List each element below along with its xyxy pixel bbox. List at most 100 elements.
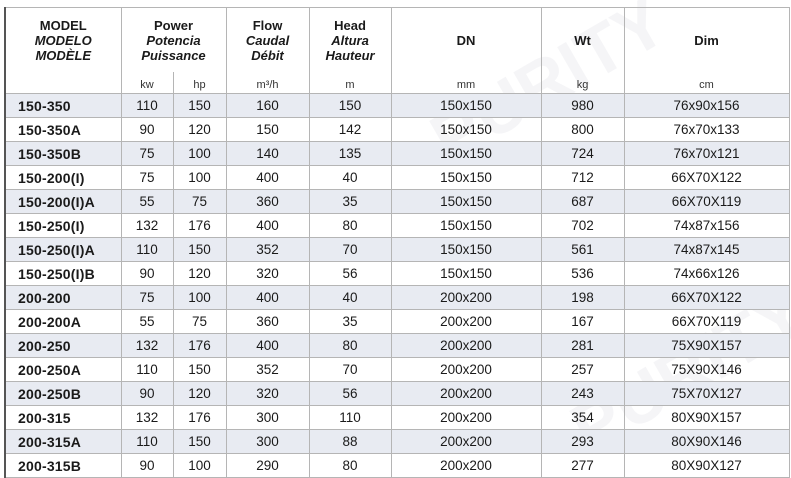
cell-dn: 200x200: [390, 309, 542, 334]
cell-head: 56: [308, 261, 392, 286]
unit-dim: cm: [623, 72, 790, 94]
cell-weight: 257: [540, 357, 625, 382]
cell-dimensions: 74x87x145: [623, 237, 790, 262]
cell-model: 200-250: [4, 333, 122, 358]
cell-head: 142: [308, 117, 392, 142]
cell-dimensions: 76x70x133: [623, 117, 790, 142]
cell-weight: 724: [540, 141, 625, 166]
cell-dn: 200x200: [390, 357, 542, 382]
cell-dimensions: 80X90X146: [623, 429, 790, 454]
cell-flow: 360: [225, 309, 310, 334]
cell-head: 88: [308, 429, 392, 454]
cell-flow: 400: [225, 285, 310, 310]
cell-head: 35: [308, 189, 392, 214]
cell-flow: 290: [225, 453, 310, 478]
table-row: 150-350A 90 120 150 142 150x150 800 76x70x133: [4, 117, 790, 142]
cell-weight: 702: [540, 213, 625, 238]
cell-model: 150-250(I): [4, 213, 122, 238]
cell-power-hp: 120: [172, 381, 227, 406]
cell-power-kw: 75: [120, 165, 174, 190]
cell-dimensions: 80X90X127: [623, 453, 790, 478]
cell-power-hp: 100: [172, 285, 227, 310]
cell-head: 70: [308, 357, 392, 382]
cell-dimensions: 75X90X146: [623, 357, 790, 382]
cell-dimensions: 76x70x121: [623, 141, 790, 166]
cell-weight: 277: [540, 453, 625, 478]
cell-dn: 150x150: [390, 237, 542, 262]
cell-model: 200-315B: [4, 453, 122, 478]
cell-model: 150-200(I): [4, 165, 122, 190]
cell-head: 56: [308, 381, 392, 406]
cell-dimensions: 66X70X119: [623, 309, 790, 334]
cell-model: 150-250(I)A: [4, 237, 122, 262]
cell-power-kw: 110: [120, 237, 174, 262]
cell-dimensions: 75X90X157: [623, 333, 790, 358]
unit-model: [4, 72, 122, 94]
header-power: Power Potencia Puissance: [120, 7, 227, 72]
table-row: 200-250 132 176 400 80 200x200 281 75X90X157: [4, 333, 790, 358]
cell-power-kw: 132: [120, 405, 174, 430]
header-model: MODEL MODELO MODÈLE: [4, 7, 122, 72]
cell-power-hp: 120: [172, 117, 227, 142]
cell-dimensions: 66X70X119: [623, 189, 790, 214]
cell-flow: 150: [225, 117, 310, 142]
cell-dn: 150x150: [390, 189, 542, 214]
cell-power-hp: 100: [172, 453, 227, 478]
cell-weight: 281: [540, 333, 625, 358]
cell-dn: 150x150: [390, 93, 542, 118]
cell-flow: 160: [225, 93, 310, 118]
cell-weight: 687: [540, 189, 625, 214]
cell-head: 40: [308, 165, 392, 190]
cell-power-hp: 100: [172, 165, 227, 190]
unit-head: m: [308, 72, 392, 94]
cell-model: 200-315A: [4, 429, 122, 454]
cell-head: 150: [308, 93, 392, 118]
cell-power-hp: 100: [172, 141, 227, 166]
cell-weight: 198: [540, 285, 625, 310]
table-row: 150-250(I) 132 176 400 80 150x150 702 74x87x156: [4, 213, 790, 238]
cell-power-hp: 75: [172, 309, 227, 334]
table-row: 200-315A 110 150 300 88 200x200 293 80X90X146: [4, 429, 790, 454]
cell-power-hp: 176: [172, 405, 227, 430]
cell-dimensions: 66X70X122: [623, 285, 790, 310]
cell-power-kw: 75: [120, 285, 174, 310]
cell-dn: 150x150: [390, 165, 542, 190]
cell-head: 70: [308, 237, 392, 262]
cell-power-kw: 90: [120, 453, 174, 478]
table-row: 200-250B 90 120 320 56 200x200 243 75X70X127: [4, 381, 790, 406]
cell-dn: 200x200: [390, 453, 542, 478]
cell-flow: 400: [225, 213, 310, 238]
table-row: 200-250A 110 150 352 70 200x200 257 75X90X146: [4, 357, 790, 382]
header-dn: DN: [390, 7, 542, 72]
cell-head: 80: [308, 453, 392, 478]
table-row: 200-200 75 100 400 40 200x200 198 66X70X122: [4, 285, 790, 310]
cell-power-kw: 75: [120, 141, 174, 166]
cell-power-kw: 55: [120, 309, 174, 334]
cell-model: 200-315: [4, 405, 122, 430]
cell-model: 150-200(I)A: [4, 189, 122, 214]
cell-flow: 140: [225, 141, 310, 166]
unit-dn: mm: [390, 72, 542, 94]
cell-dn: 200x200: [390, 381, 542, 406]
cell-head: 35: [308, 309, 392, 334]
cell-power-hp: 176: [172, 333, 227, 358]
cell-flow: 320: [225, 381, 310, 406]
cell-flow: 400: [225, 165, 310, 190]
header-flow: Flow Caudal Débit: [225, 7, 310, 72]
cell-dn: 200x200: [390, 285, 542, 310]
cell-power-kw: 132: [120, 213, 174, 238]
table-row: 150-250(I)B 90 120 320 56 150x150 536 74x66x126: [4, 261, 790, 286]
cell-power-kw: 132: [120, 333, 174, 358]
header-wt: Wt: [540, 7, 625, 72]
cell-dn: 200x200: [390, 429, 542, 454]
table-row: 150-350B 75 100 140 135 150x150 724 76x70x121: [4, 141, 790, 166]
cell-flow: 300: [225, 429, 310, 454]
table-row: 200-315 132 176 300 110 200x200 354 80X90X157: [4, 405, 790, 430]
unit-flow: m³/h: [225, 72, 310, 94]
cell-head: 80: [308, 213, 392, 238]
table-row: 150-200(I) 75 100 400 40 150x150 712 66X70X122: [4, 165, 790, 190]
cell-dimensions: 74x87x156: [623, 213, 790, 238]
cell-weight: 167: [540, 309, 625, 334]
unit-hp: hp: [172, 72, 227, 94]
cell-flow: 400: [225, 333, 310, 358]
